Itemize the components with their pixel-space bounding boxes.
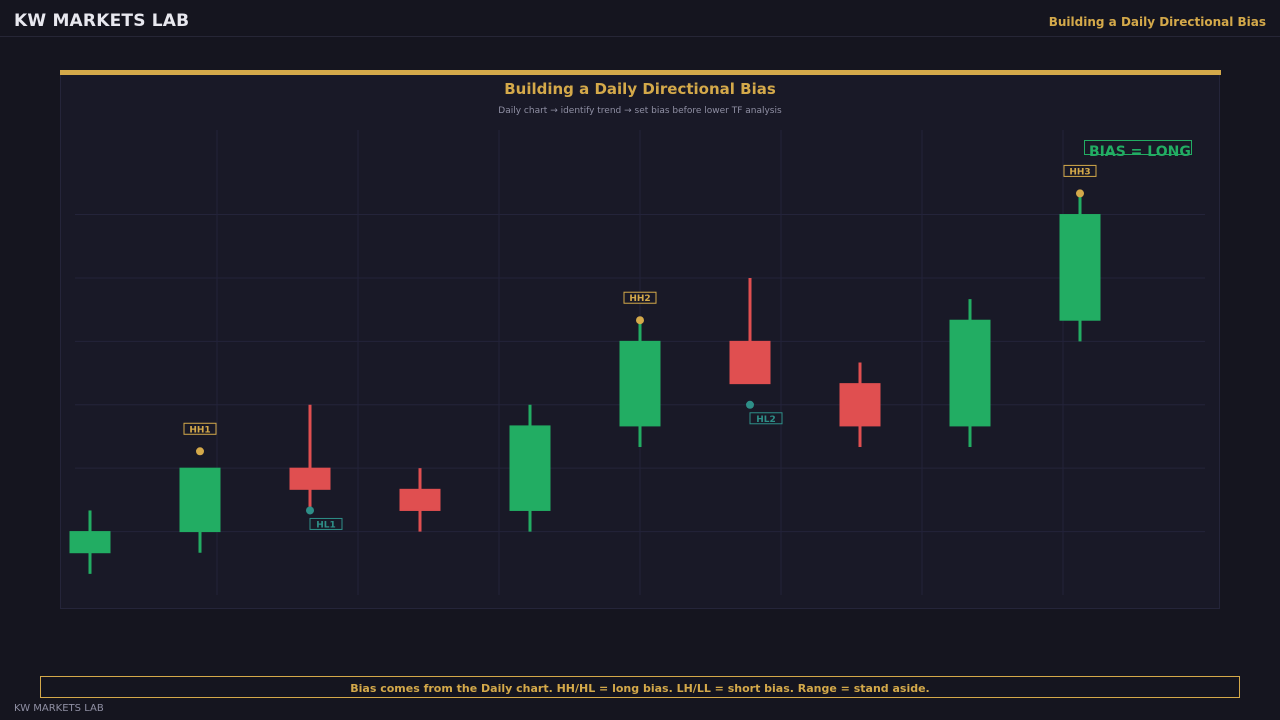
bearish-candle	[839, 383, 881, 427]
swing-low-marker	[306, 506, 314, 515]
page-title: Building a Daily Directional Bias	[1048, 15, 1266, 29]
swing-label-box	[749, 412, 783, 425]
bearish-candle	[729, 340, 771, 385]
swing-label: HL1	[316, 520, 336, 530]
swing-high-marker	[196, 447, 204, 456]
swing-label-box	[623, 291, 657, 304]
bias-badge	[1084, 140, 1192, 155]
swing-low-marker	[746, 400, 754, 409]
bullish-candle	[619, 340, 661, 427]
swing-label: HH2	[629, 294, 650, 304]
bullish-candle	[949, 319, 991, 427]
bullish-candle	[1059, 214, 1101, 321]
bullish-candle	[179, 467, 221, 533]
panel-accent-bar	[60, 70, 1221, 75]
swing-high-marker	[636, 316, 644, 325]
swing-label: HL2	[756, 415, 776, 425]
swing-label-box	[183, 422, 217, 435]
footer-note-box: Bias comes from the Daily chart. HH/HL =…	[40, 676, 1240, 698]
brand-title: KW MARKETS LAB	[14, 11, 190, 31]
bearish-candle	[399, 488, 441, 511]
chart-subtitle: Daily chart → identify trend → set bias …	[498, 106, 782, 116]
footer-note: Bias comes from the Daily chart. HH/HL =…	[350, 682, 930, 695]
swing-label-box	[1063, 164, 1097, 177]
bias-label: BIAS = LONG	[1089, 144, 1191, 160]
bullish-candle	[509, 425, 551, 511]
footer-brand: KW MARKETS LAB	[14, 703, 104, 714]
chart-title: Building a Daily Directional Bias	[504, 80, 776, 98]
swing-label: HH1	[189, 425, 210, 435]
bullish-candle	[69, 531, 111, 554]
bearish-candle	[289, 467, 331, 490]
swing-label-box	[309, 517, 343, 530]
top-bar: KW MARKETS LAB Building a Daily Directio…	[0, 0, 1280, 37]
swing-label: HH3	[1069, 167, 1090, 177]
swing-high-marker	[1076, 189, 1084, 198]
